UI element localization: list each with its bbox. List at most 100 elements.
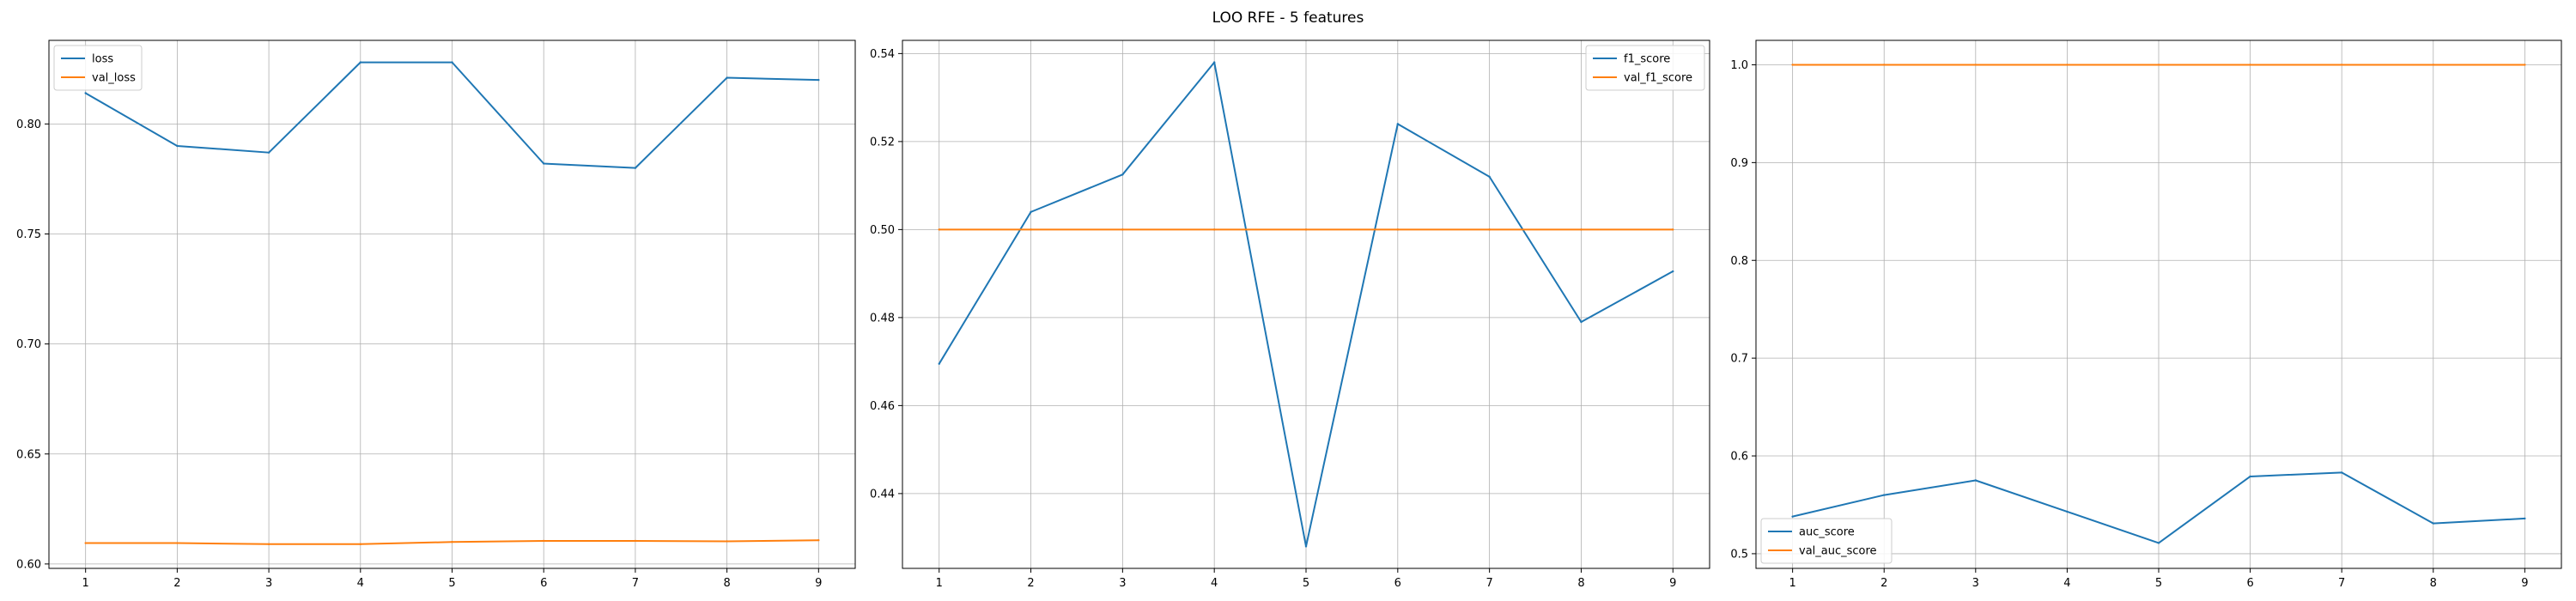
legend-box	[53, 45, 143, 91]
x-tick-label: 1	[1789, 577, 1795, 590]
data-point-f1_score	[1488, 175, 1491, 179]
data-point-loss	[84, 92, 87, 94]
data-point-val_f1_score	[1672, 228, 1674, 231]
y-tick-label: 0.5	[1730, 548, 1748, 561]
data-point-val_loss	[267, 543, 270, 546]
legend: f1_score val_f1_score	[1585, 45, 1705, 91]
y-tick-label: 0.54	[870, 48, 895, 61]
y-tick-label: 0.60	[16, 558, 41, 571]
data-point-f1_score	[1396, 123, 1400, 125]
subplot-3: 1 2 3 4 5 6 7 8 9 0.5 0.6 0.7 0.8 0.9 1.0 auc_score val_…	[1730, 39, 2562, 590]
x-tick-label: 4	[2063, 577, 2070, 590]
data-point-val_f1_score	[1304, 228, 1308, 231]
data-point-val_auc_score	[2432, 64, 2434, 66]
axes-frame	[48, 39, 856, 569]
x-tick-label: 5	[1303, 577, 1309, 590]
data-point-loss	[359, 61, 361, 64]
data-point-auc_score	[2340, 471, 2343, 474]
x-tick-label: 8	[1577, 577, 1584, 590]
x-tick-label: 2	[1027, 577, 1034, 590]
x-tick-label: 3	[1972, 577, 1979, 590]
y-tick-label: 0.9	[1730, 157, 1748, 170]
subplot-1: 1 2 3 4 5 6 7 8 9 0.60 0.65 0.70 0.75 0.80 loss val_los…	[16, 39, 856, 590]
y-tick-label: 0.75	[16, 228, 41, 241]
data-point-val_loss	[176, 542, 179, 544]
data-point-loss	[543, 162, 545, 165]
y-tick-label: 0.65	[16, 448, 41, 461]
data-point-loss	[817, 78, 820, 82]
y-tick-label: 1.0	[1730, 59, 1748, 72]
x-tick-label: 4	[357, 577, 364, 590]
legend: auc_score val_auc_score	[1760, 518, 1893, 564]
data-point-f1_score	[1304, 545, 1308, 548]
x-tick-label: 6	[1394, 577, 1401, 590]
x-tick-label: 7	[1485, 577, 1492, 590]
data-point-val_loss	[543, 539, 545, 543]
y-tick-label: 0.48	[870, 312, 895, 325]
data-point-val_f1_score	[1488, 228, 1491, 231]
data-point-auc_score	[2249, 475, 2251, 478]
x-tick-label: 5	[448, 577, 455, 590]
x-tick-label: 5	[2155, 577, 2162, 590]
data-point-auc_score	[2432, 522, 2434, 525]
data-point-auc_score	[2066, 510, 2069, 513]
legend-label-val_loss: val_loss	[92, 72, 136, 85]
x-tick-label: 3	[1119, 577, 1126, 590]
data-point-val_auc_score	[1883, 64, 1886, 66]
data-point-val_loss	[817, 539, 820, 542]
y-tick-label: 0.7	[1730, 353, 1748, 366]
data-point-loss	[726, 76, 728, 79]
subplot-2: 1 2 3 4 5 6 7 8 9 0.44 0.46 0.48 0.50 0.52 0.54 f1_scor…	[870, 39, 1710, 590]
legend-box	[1585, 45, 1705, 91]
data-point-auc_score	[1974, 479, 1978, 482]
data-point-val_f1_score	[1212, 228, 1216, 231]
legend-label-auc_score: auc_score	[1799, 526, 1855, 539]
axes-frame	[902, 39, 1710, 569]
data-point-f1_score	[1121, 173, 1124, 176]
y-tick-label: 0.6	[1730, 451, 1748, 464]
data-point-auc_score	[1883, 494, 1886, 496]
data-point-f1_score	[1580, 320, 1583, 324]
data-point-val_f1_score	[1580, 228, 1583, 231]
x-tick-label: 9	[1669, 577, 1676, 590]
y-tick-label: 0.46	[870, 400, 895, 413]
data-point-val_loss	[84, 542, 87, 544]
x-tick-label: 9	[815, 577, 822, 590]
data-point-auc_score	[2157, 542, 2160, 544]
data-point-loss	[176, 144, 179, 148]
data-point-val_f1_score	[938, 228, 940, 231]
data-point-val_loss	[634, 539, 637, 543]
legend-label-val_f1_score: val_f1_score	[1624, 72, 1692, 85]
x-tick-label: 4	[1211, 577, 1218, 590]
y-tick-label: 0.52	[870, 136, 895, 149]
legend-box	[1760, 518, 1893, 564]
x-tick-label: 2	[1880, 577, 1887, 590]
data-point-f1_score	[1672, 270, 1674, 273]
x-tick-label: 2	[173, 577, 180, 590]
legend-label-loss: loss	[92, 53, 113, 66]
data-point-val_loss	[451, 541, 453, 543]
data-point-val_f1_score	[1030, 228, 1032, 231]
data-point-val_f1_score	[1396, 228, 1400, 231]
y-tick-label: 0.44	[870, 488, 895, 501]
legend: loss val_loss	[53, 45, 143, 91]
data-point-val_auc_score	[2249, 64, 2251, 66]
data-point-val_auc_score	[2524, 64, 2526, 66]
data-point-f1_score	[938, 362, 940, 365]
data-point-val_auc_score	[2157, 64, 2160, 66]
legend-label-val_auc_score: val_auc_score	[1799, 545, 1877, 558]
x-tick-label: 9	[2521, 577, 2528, 590]
data-point-auc_score	[1791, 515, 1794, 518]
legend-label-f1_score: f1_score	[1624, 53, 1670, 66]
x-tick-label: 3	[265, 577, 272, 590]
y-tick-label: 0.80	[16, 118, 41, 131]
data-point-val_auc_score	[2340, 64, 2343, 66]
x-tick-label: 6	[540, 577, 547, 590]
x-tick-label: 8	[723, 577, 730, 590]
y-tick-label: 0.70	[16, 338, 41, 351]
x-tick-label: 1	[936, 577, 943, 590]
figure-title: LOO RFE - 5 features	[1212, 9, 1364, 27]
data-point-f1_score	[1030, 210, 1032, 214]
x-tick-label: 8	[2430, 577, 2437, 590]
